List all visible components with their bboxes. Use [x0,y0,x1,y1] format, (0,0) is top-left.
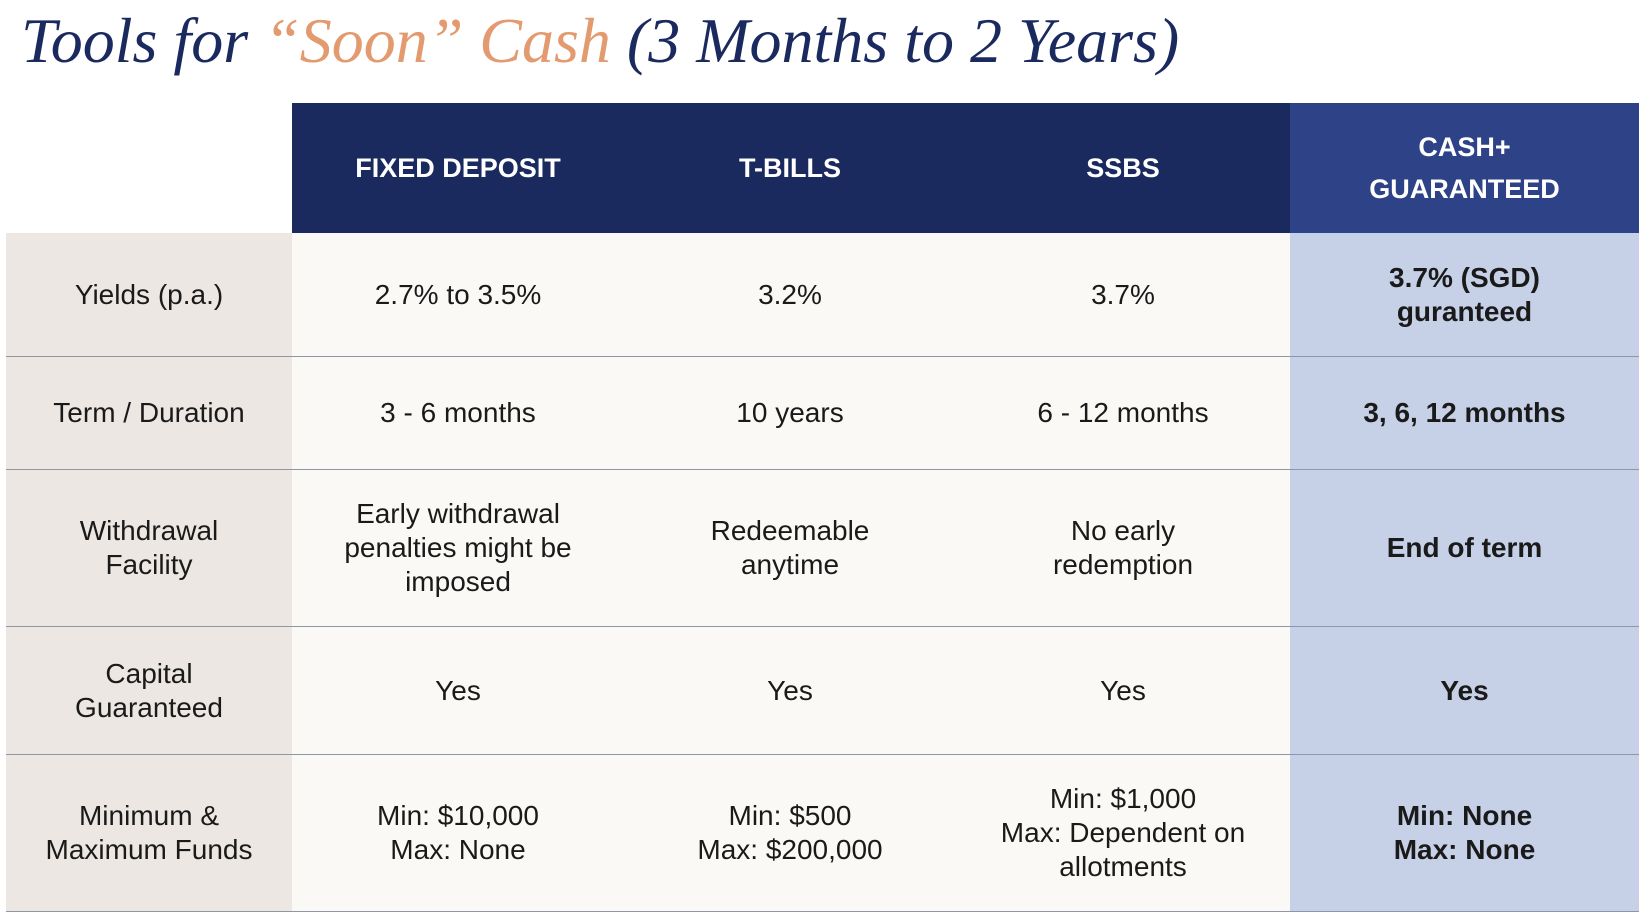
table-cell: 10 years [624,357,956,470]
title-accent: “Soon” Cash [264,5,611,76]
table-cell: 3.7% (SGD) guranteed [1290,233,1639,357]
column-header: SSBS [956,103,1290,233]
cell-line: CASH+ [1418,132,1511,162]
cell-line: 6 - 12 months [1037,397,1209,428]
cell-line: No early [1070,515,1176,546]
cell-line: End of term [1386,532,1543,563]
cell-line: 3.7% [1091,278,1155,310]
table-cell: No early redemption [956,470,1290,627]
table-cell: Yes [956,627,1290,755]
cell-line: penalties might be [344,532,572,563]
cell-line: Yes [767,674,813,706]
table-cell: Min: $1,000 Max: Dependent on allotments [956,755,1290,912]
column-header: T-BILLS [624,103,956,233]
cell-line: SSBS [1086,153,1160,183]
cell-line: 10 years [736,397,844,428]
table-cell: 3.2% [624,233,956,357]
row-label: Withdrawal Facility [6,470,292,627]
cell-line: Max: None [1393,834,1536,865]
cell-line: Guaranteed [75,691,223,723]
corner-cell [6,103,292,233]
cell-line: imposed [405,566,511,597]
cell-line: anytime [740,549,840,580]
cell-line: FIXED DEPOSIT [355,153,561,183]
table-cell: 3.7% [956,233,1290,357]
row-label: Term / Duration [6,357,292,470]
cell-line: redemption [1052,549,1194,580]
cell-line: 3 - 6 months [380,397,536,428]
row-label: Capital Guaranteed [6,627,292,755]
cell-line: Redeemable [710,515,870,546]
table-cell: Yes [1290,627,1639,755]
comparison-table: FIXED DEPOSIT T-BILLS SSBS CASH+ GUARANTEED Y… [6,103,1639,912]
cell-line: Maximum Funds [45,834,253,865]
cell-line: Min: $1,000 [1049,783,1197,814]
column-header: FIXED DEPOSIT [292,103,624,233]
table-cell: Early withdrawal penalties might be impose… [292,470,624,627]
table-cell: Yes [624,627,956,755]
cell-line: allotments [1059,851,1187,882]
cell-line: Min: $10,000 [377,800,539,831]
cell-line: Early withdrawal [356,498,560,529]
table-cell: 3, 6, 12 months [1290,357,1639,470]
cell-line: GUARANTEED [1369,174,1560,204]
cell-line: Yes [435,674,481,706]
column-header: CASH+ GUARANTEED [1290,103,1639,233]
cell-line: Min: $500 [728,800,852,831]
cell-line: 3.2% [758,278,822,310]
table-cell: Min: None Max: None [1290,755,1639,912]
cell-line: 2.7% to 3.5% [374,278,542,310]
cell-line: Max: Dependent on [1000,817,1246,848]
table-cell: 3 - 6 months [292,357,624,470]
cell-line: 3.7% (SGD) [1389,261,1540,293]
cell-line: T-BILLS [739,153,841,183]
table-cell: 2.7% to 3.5% [292,233,624,357]
title-part: (3 Months to 2 Years) [626,5,1180,76]
table-cell: End of term [1290,470,1639,627]
cell-line: Min: None [1396,800,1533,831]
row-label: Yields (p.a.) [6,233,292,357]
row-label: Minimum & Maximum Funds [6,755,292,912]
cell-line: 3, 6, 12 months [1363,397,1566,428]
cell-line: Max: None [390,834,526,865]
table-cell: Min: $500 Max: $200,000 [624,755,956,912]
cell-line: Capital [105,657,193,689]
table-cell: Min: $10,000 Max: None [292,755,624,912]
table-cell: 6 - 12 months [956,357,1290,470]
cell-line: Minimum & [78,800,219,831]
title: Tools for “Soon” Cash (3 Months to 2 Yea… [21,4,1179,78]
cell-line: guranteed [1396,295,1533,327]
title-part: Tools for [21,5,249,76]
cell-line: Yields (p.a.) [74,278,224,310]
table-cell: Yes [292,627,624,755]
cell-line: Facility [105,549,193,580]
cell-line: Yes [1100,674,1146,706]
cell-line: Term / Duration [53,397,245,428]
cell-line: Max: $200,000 [697,834,883,865]
cell-line: Withdrawal [79,515,219,546]
cell-line: Yes [1440,674,1489,706]
table-cell: Redeemable anytime [624,470,956,627]
